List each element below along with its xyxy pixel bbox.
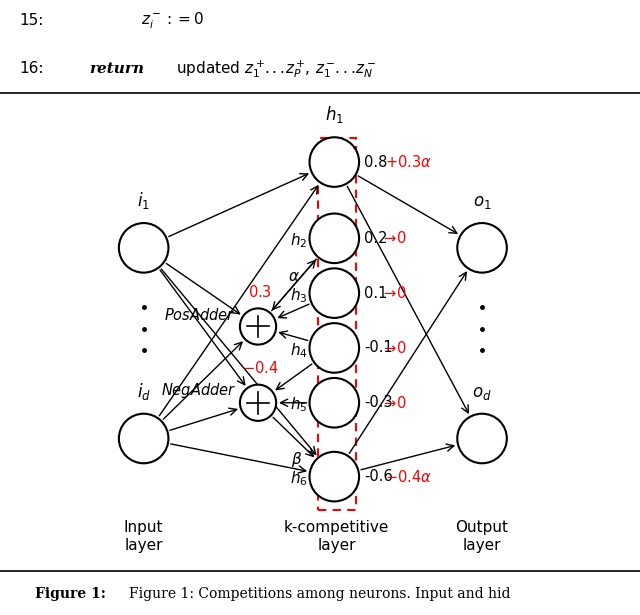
Text: return: return (90, 62, 145, 76)
Text: $h_6$: $h_6$ (290, 470, 308, 488)
Text: updated $z_1^+\!...\!z_P^+\!,\,z_1^-\!...\!z_N^-$: updated $z_1^+\!...\!z_P^+\!,\,z_1^-\!..… (176, 58, 376, 79)
Text: $\alpha$: $\alpha$ (288, 269, 300, 284)
Text: -0.3: -0.3 (364, 395, 392, 410)
Text: $-0.4\alpha$: $-0.4\alpha$ (385, 469, 432, 485)
Text: $\beta$: $\beta$ (291, 450, 302, 469)
Text: $\rightarrow\!0$: $\rightarrow\!0$ (381, 340, 406, 356)
Text: $o_d$: $o_d$ (472, 384, 492, 402)
Text: k-competitive
layer: k-competitive layer (284, 520, 389, 553)
Text: $z_i^- := 0$: $z_i^- := 0$ (141, 10, 204, 31)
Circle shape (310, 137, 359, 187)
Text: $h_1$: $h_1$ (325, 105, 344, 125)
Text: $o_1$: $o_1$ (473, 193, 492, 211)
Text: $h_2$: $h_2$ (291, 231, 308, 250)
Circle shape (457, 414, 507, 463)
Text: $\mathit{NegAdder}$: $\mathit{NegAdder}$ (161, 381, 236, 400)
Circle shape (457, 223, 507, 272)
Text: -0.6: -0.6 (364, 469, 392, 484)
Text: $h_5$: $h_5$ (290, 396, 308, 415)
Text: Input
layer: Input layer (124, 520, 163, 553)
Text: $-0.4$: $-0.4$ (242, 360, 279, 376)
Text: $\rightarrow\!0$: $\rightarrow\!0$ (381, 395, 406, 411)
Text: $i_1$: $i_1$ (137, 190, 150, 211)
Text: $\rightarrow\!0$: $\rightarrow\!0$ (381, 230, 406, 247)
Text: $0.3$: $0.3$ (248, 284, 273, 300)
Circle shape (310, 378, 359, 427)
Text: 0.1: 0.1 (364, 285, 387, 301)
Circle shape (240, 308, 276, 344)
Circle shape (310, 323, 359, 373)
Text: $\rightarrow\!0$: $\rightarrow\!0$ (381, 285, 406, 301)
Text: $\mathit{PosAdder}$: $\mathit{PosAdder}$ (164, 306, 236, 323)
Text: Figure 1: Competitions among neurons. Input and hid: Figure 1: Competitions among neurons. In… (129, 587, 511, 601)
Circle shape (310, 268, 359, 318)
Circle shape (119, 414, 168, 463)
Text: $i_d$: $i_d$ (136, 381, 150, 402)
Text: $+0.3\alpha$: $+0.3\alpha$ (385, 154, 432, 170)
Text: $h_4$: $h_4$ (290, 341, 308, 360)
Circle shape (310, 213, 359, 263)
Text: Output
layer: Output layer (456, 520, 509, 553)
Text: 16:: 16: (19, 61, 44, 76)
Text: -0.1: -0.1 (364, 341, 392, 355)
Text: Figure 1:: Figure 1: (35, 587, 106, 601)
Circle shape (310, 452, 359, 501)
Circle shape (119, 223, 168, 272)
Circle shape (240, 384, 276, 421)
Text: 15:: 15: (19, 14, 44, 28)
Text: 0.8: 0.8 (364, 154, 387, 170)
Text: 0.2: 0.2 (364, 231, 387, 246)
Text: $h_3$: $h_3$ (290, 286, 308, 305)
Bar (317, 138, 356, 510)
